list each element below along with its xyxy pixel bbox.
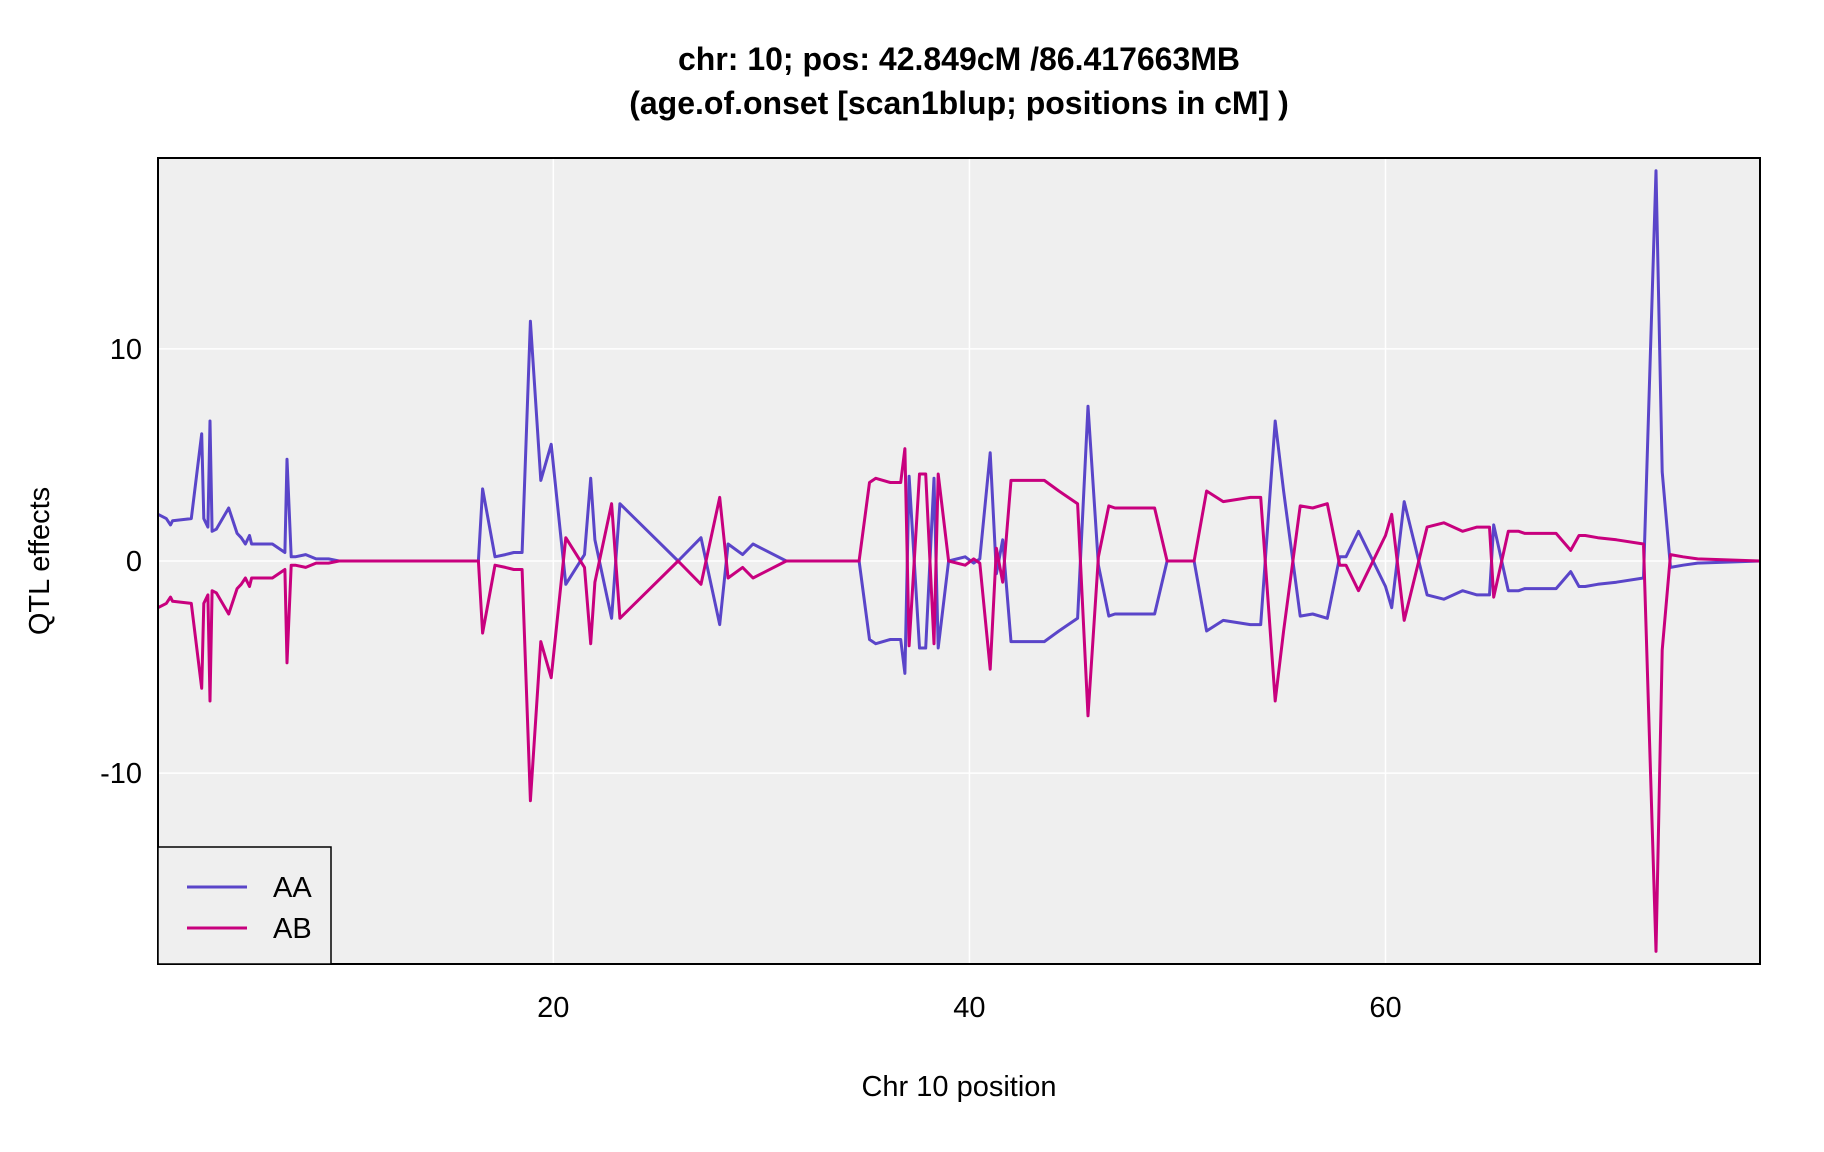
x-tick-label: 20	[537, 992, 569, 1024]
y-tick-label: 0	[126, 546, 142, 578]
series-lines	[157, 169, 1761, 953]
x-axis-label: Chr 10 position	[861, 1071, 1056, 1103]
series-line-ab	[157, 447, 1761, 953]
legend-label-aa: AA	[273, 872, 312, 904]
series-line-aa	[157, 169, 1761, 675]
chart-subtitle: (age.of.onset [scan1blup; positions in c…	[629, 85, 1289, 121]
chart-title: chr: 10; pos: 42.849cM /86.417663MB	[678, 41, 1240, 77]
y-tick-label: -10	[100, 758, 142, 790]
x-tick-label: 40	[953, 992, 985, 1024]
y-axis-label: QTL effects	[24, 487, 56, 635]
legend-box	[157, 846, 332, 965]
plot-frame	[157, 157, 1761, 965]
tick-labels: 20 40 60 -10 0 10	[100, 334, 1402, 1024]
y-tick-label: 10	[110, 334, 142, 366]
legend: AA AB	[157, 846, 332, 965]
x-tick-label: 60	[1369, 992, 1401, 1024]
legend-label-ab: AB	[273, 913, 312, 945]
